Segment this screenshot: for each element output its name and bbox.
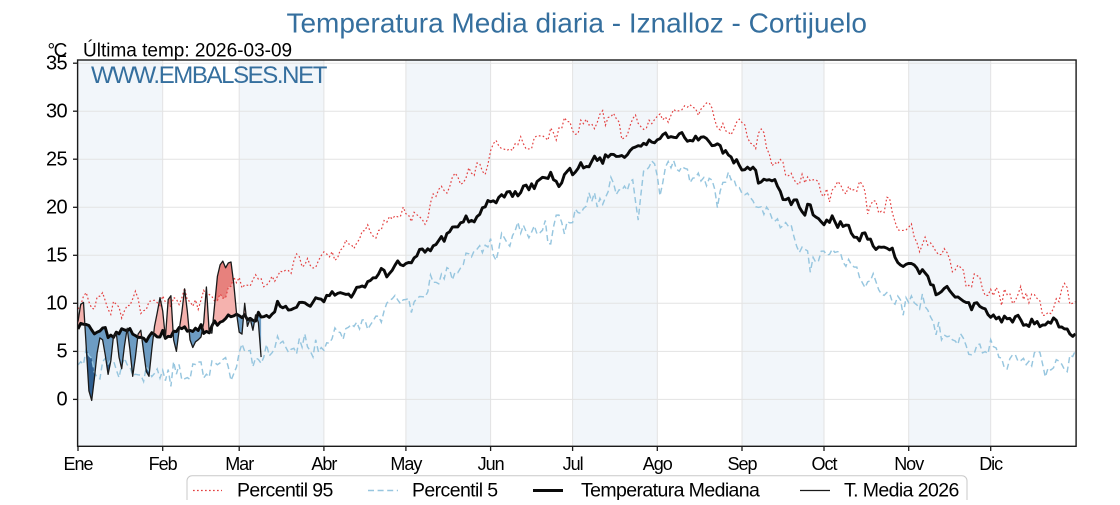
svg-text:WWW.EMBALSES.NET: WWW.EMBALSES.NET <box>91 62 328 89</box>
svg-text:Ago: Ago <box>643 454 673 474</box>
svg-text:30: 30 <box>46 101 68 123</box>
svg-text:Oct: Oct <box>811 454 837 474</box>
svg-text:May: May <box>390 454 422 474</box>
svg-text:5: 5 <box>56 341 67 363</box>
svg-text:°C: °C <box>48 41 67 62</box>
svg-text:10: 10 <box>46 293 68 315</box>
svg-text:25: 25 <box>46 149 68 171</box>
svg-text:Mar: Mar <box>225 454 254 474</box>
svg-text:Temperatura Media diaria - Izn: Temperatura Media diaria - Iznalloz - Co… <box>286 7 866 38</box>
svg-text:Percentil 95: Percentil 95 <box>237 480 334 501</box>
svg-text:15: 15 <box>46 245 68 267</box>
svg-text:Jun: Jun <box>478 454 504 474</box>
svg-text:Ene: Ene <box>63 454 93 474</box>
svg-text:Feb: Feb <box>149 454 178 474</box>
svg-text:Jul: Jul <box>563 454 583 474</box>
svg-text:Nov: Nov <box>894 454 924 474</box>
svg-text:Sep: Sep <box>727 454 757 474</box>
svg-text:0: 0 <box>56 389 67 411</box>
svg-text:Abr: Abr <box>311 454 337 474</box>
svg-text:Dic: Dic <box>979 454 1003 474</box>
svg-text:Temperatura Mediana: Temperatura Mediana <box>581 480 760 501</box>
svg-text:35: 35 <box>46 53 68 75</box>
svg-text:Percentil 5: Percentil 5 <box>412 480 498 501</box>
svg-text:Última temp: 2026-03-09: Última temp: 2026-03-09 <box>83 40 292 62</box>
svg-text:20: 20 <box>46 197 68 219</box>
svg-text:T. Media 2026: T. Media 2026 <box>844 480 959 501</box>
